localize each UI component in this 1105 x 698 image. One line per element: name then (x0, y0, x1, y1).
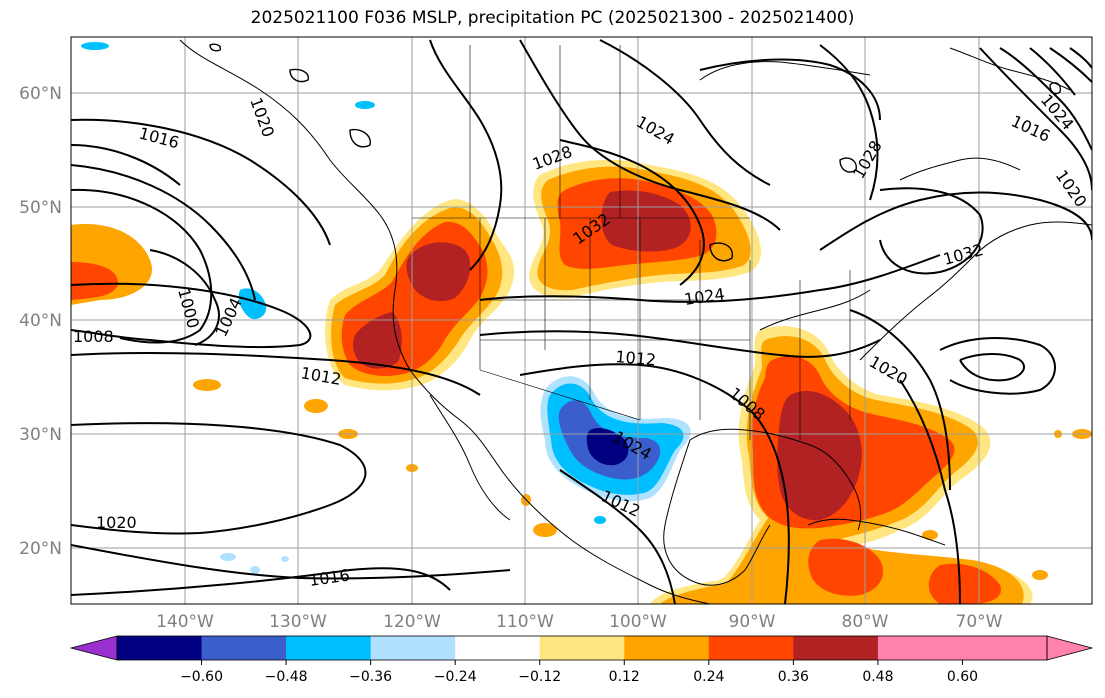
map-frame (70, 36, 1093, 605)
lon-label-80w: 80°W (842, 612, 889, 632)
colorbar-segment (962, 636, 1048, 660)
precip-positive-shading (71, 159, 1092, 604)
colorbar-outline (116, 635, 1048, 661)
colorbar-segment (877, 636, 963, 660)
colorbar-tick-label: −0.48 (265, 669, 308, 685)
colorbar-segments (117, 636, 1048, 660)
colorbar-segment (286, 636, 372, 660)
colorbar-tick-label: −0.60 (180, 669, 223, 685)
longitude-labels: 140°W 130°W 120°W 110°W 100°W 90°W 80°W … (156, 612, 1003, 632)
colorbar-segment (793, 636, 879, 660)
colorbar-segment (539, 636, 625, 660)
colorbar-segment (708, 636, 794, 660)
colorbar-tick-label: 0.36 (778, 669, 809, 685)
political-borders (412, 45, 851, 440)
colorbar-tick-label: 0.48 (862, 669, 893, 685)
colorbar-segment (624, 636, 710, 660)
colorbar-segment (201, 636, 287, 660)
lat-label-50: 50°N (19, 198, 62, 218)
lat-label-60: 60°N (19, 84, 62, 104)
isobar-label: 1012 (615, 347, 657, 369)
lat-label-20: 20°N (19, 539, 62, 559)
colorbar-segment (117, 636, 203, 660)
map-title: 2025021100 F036 MSLP, precipitation PC (… (250, 8, 855, 28)
lon-label-110w: 110°W (496, 612, 554, 632)
colorbar-left-arrow (69, 635, 118, 661)
colorbar-tick-label: −0.36 (349, 669, 392, 685)
isobar-label: 1020 (96, 513, 137, 532)
colorbar-tick-label: 0.24 (693, 669, 724, 685)
colorbar-tick-label: 0.60 (947, 669, 978, 685)
colorbar-tick-label: 0.12 (609, 669, 640, 685)
isobar-small-closed (209, 43, 1062, 262)
lat-label-30: 30°N (19, 425, 62, 445)
isobar-label: 1008 (73, 327, 114, 346)
colorbar-tick-label: −0.12 (518, 669, 561, 685)
coastlines (179, 39, 1092, 604)
latitude-labels: 60°N 50°N 40°N 30°N 20°N (19, 84, 62, 559)
lon-label-70w: 70°W (956, 612, 1003, 632)
lon-label-100w: 100°W (609, 612, 667, 632)
lon-label-130w: 130°W (269, 612, 327, 632)
colorbar: −0.60 −0.48 −0.36 −0.24 −0.12 0.12 0.24 0.36 0.4… (69, 635, 1094, 685)
colorbar-tick-label: −0.24 (434, 669, 477, 685)
lat-label-40: 40°N (19, 311, 62, 331)
lon-label-90w: 90°W (729, 612, 776, 632)
lon-label-140w: 140°W (156, 612, 214, 632)
colorbar-segment (455, 636, 541, 660)
precip-negative-shading (81, 42, 691, 574)
colorbar-tick-labels: −0.60 −0.48 −0.36 −0.24 −0.12 0.12 0.24 0.36 0.4… (180, 660, 978, 685)
lon-label-120w: 120°W (383, 612, 441, 632)
colorbar-segment (370, 636, 456, 660)
gridlines (71, 37, 1092, 604)
isobars (71, 39, 1092, 604)
colorbar-right-arrow (1046, 635, 1094, 661)
